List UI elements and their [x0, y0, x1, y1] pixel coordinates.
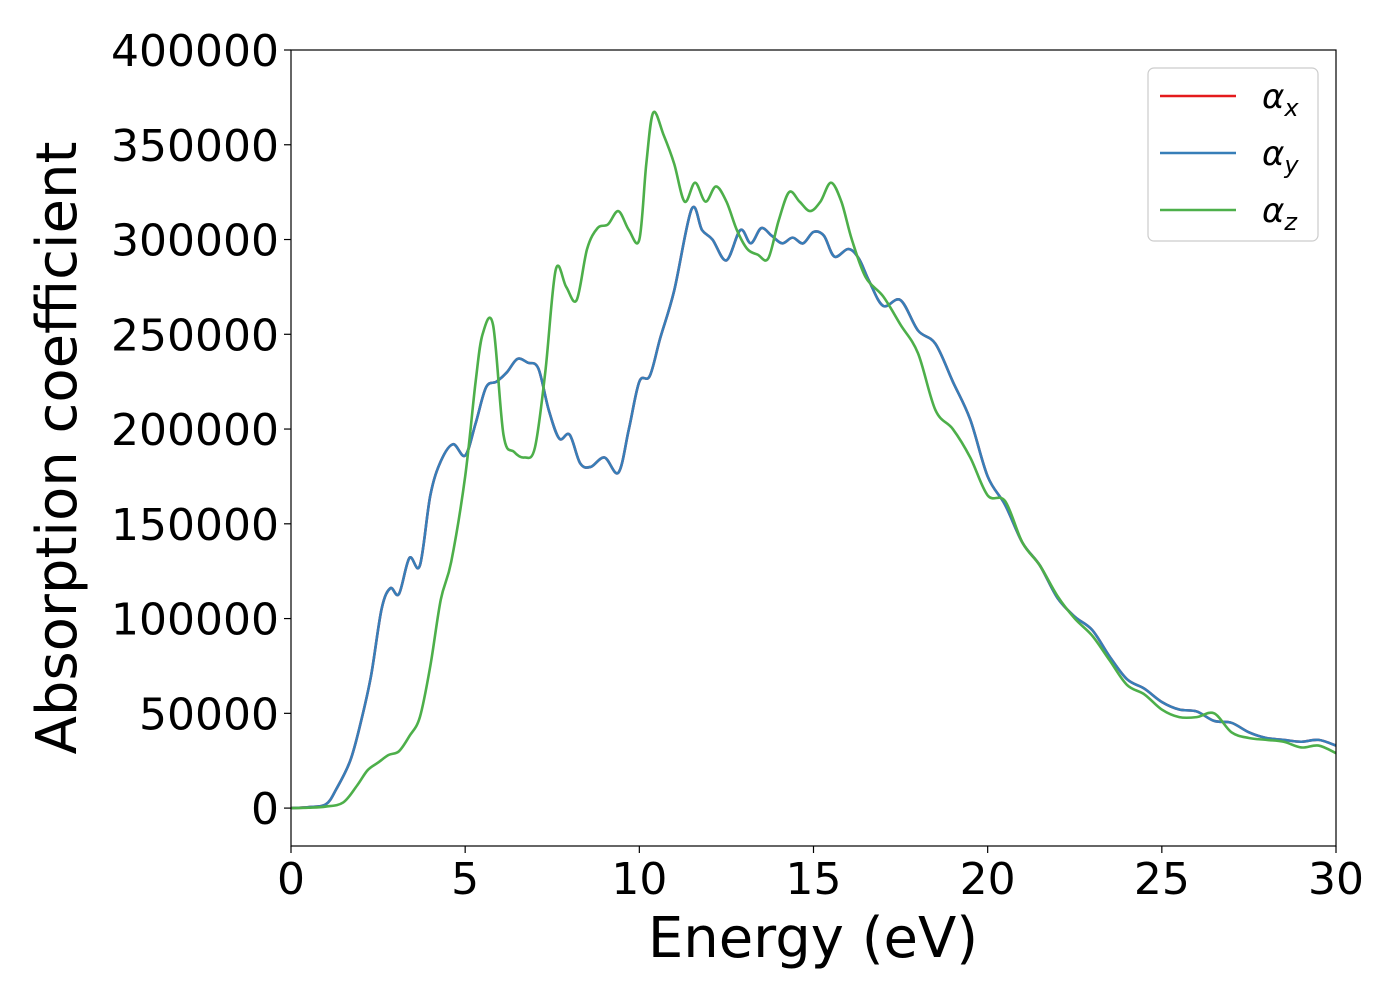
- axes-layer: 0 5 10 15 20 25 30 0 50000 100000 150000 200000 2500…: [111, 26, 1364, 905]
- y-tick-label: 150000: [111, 500, 279, 551]
- x-tick-label: 20: [960, 854, 1016, 905]
- legend-label-symbol: α: [1262, 134, 1284, 174]
- y-tick-label: 0: [251, 784, 279, 835]
- legend-label-symbol: α: [1262, 191, 1284, 231]
- x-tick-label: 0: [277, 854, 305, 905]
- legend-label-subscript: y: [1283, 151, 1299, 179]
- y-axis-label: Absorption coefficient: [25, 142, 90, 755]
- legend-label-subscript: z: [1283, 208, 1298, 236]
- y-tick-label: 50000: [139, 689, 279, 740]
- y-tick-label: 300000: [111, 216, 279, 267]
- y-tick-label: 200000: [111, 405, 279, 456]
- y-tick-label: 400000: [111, 26, 279, 77]
- legend-label-x: αx: [1262, 77, 1299, 122]
- x-axis-label: Energy (eV): [648, 906, 978, 971]
- legend-label-subscript: x: [1283, 94, 1299, 122]
- x-tick-label: 10: [611, 854, 667, 905]
- series-line-z: [291, 110, 1336, 810]
- legend-label-y: αy: [1262, 134, 1299, 179]
- legend-box: [1147, 67, 1319, 242]
- y-tick-label: 100000: [111, 595, 279, 646]
- legend-label-z: αz: [1262, 191, 1298, 236]
- series-layer: [291, 110, 1336, 810]
- x-tick-label: 5: [451, 854, 479, 905]
- x-tick-label: 25: [1134, 854, 1190, 905]
- y-tick-label: 250000: [111, 310, 279, 361]
- legend-label-symbol: α: [1262, 77, 1284, 117]
- x-tick-label: 15: [786, 854, 842, 905]
- x-tick-label: 30: [1308, 854, 1364, 905]
- y-tick-label: 350000: [111, 121, 279, 172]
